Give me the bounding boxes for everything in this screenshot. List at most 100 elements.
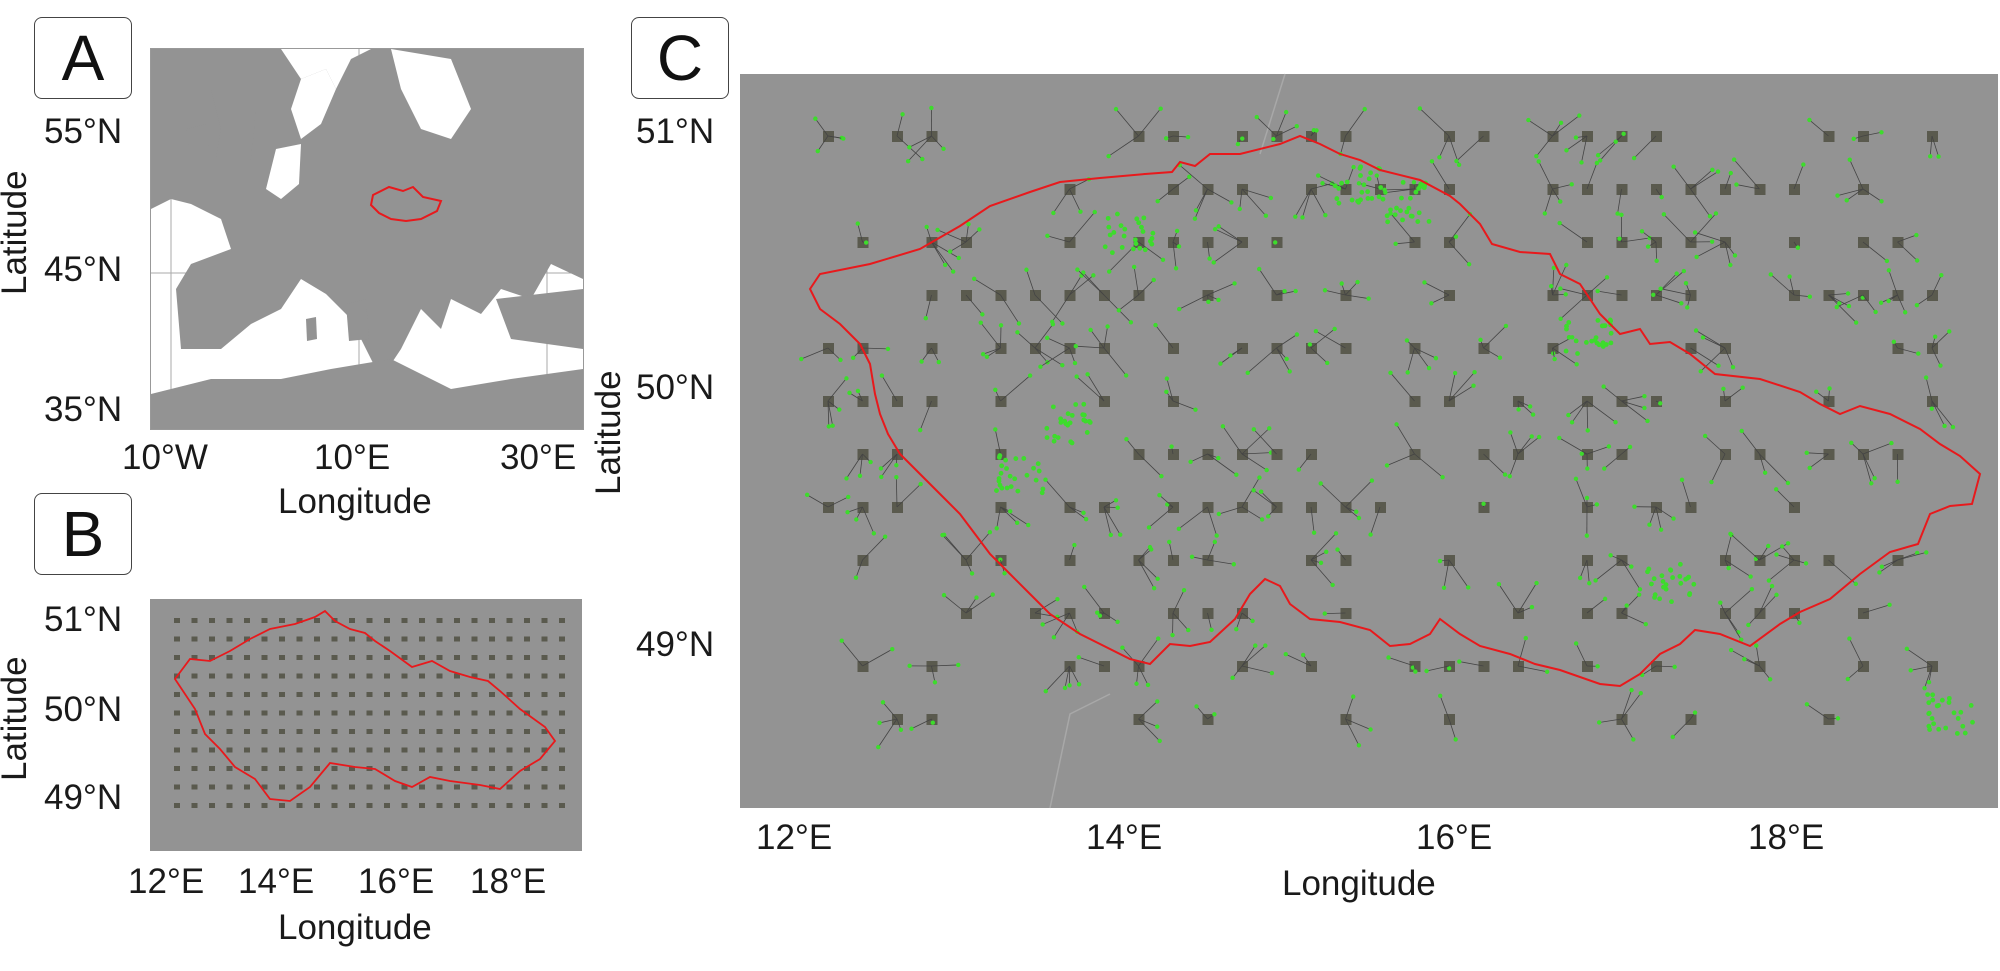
station-link [931,241,959,259]
station-link [1345,506,1360,519]
station-link [1586,400,1589,431]
station-point [1785,541,1791,546]
station-point [1873,309,1878,315]
grid-point [524,655,530,660]
station-link [1448,718,1457,740]
grid-point [191,747,198,753]
panel-a-ytick-35: 35°N [44,390,123,429]
station-point [837,407,842,412]
station-point [1652,592,1658,598]
station-link [1172,590,1185,614]
grid-point [191,710,198,716]
station-link [1690,171,1719,190]
station-point [1015,330,1020,335]
grid-point [436,618,443,623]
station-link [1655,273,1677,296]
panel-a-map [150,48,584,430]
station-point [1084,430,1090,435]
grid-point [1202,237,1214,248]
grid-point [857,237,869,248]
grid-point [384,636,390,642]
grid-point [454,803,460,808]
station-point [1075,267,1080,272]
grid-point [331,692,338,697]
grid-point [436,747,443,753]
grid-point [366,655,373,660]
station-link [1759,453,1766,473]
station-point [1924,550,1929,555]
station-point [1334,196,1340,201]
station-point [1264,467,1269,473]
station-point [1544,669,1550,674]
station-point [1639,229,1645,234]
station-point [1606,444,1612,449]
station-point [1385,219,1391,225]
station-point [1185,134,1191,140]
station-point [1332,326,1337,332]
grid-point [1823,396,1835,407]
grid-point [401,673,408,679]
station-link [1483,347,1501,359]
station-link [1302,188,1312,218]
station-point [1250,618,1255,624]
station-point [1156,636,1161,641]
station-point [1186,627,1191,633]
station-point [1678,580,1684,586]
grid-point [366,747,373,753]
station-link [1138,546,1151,561]
station-point [1159,474,1164,479]
panel-c-map [740,73,1998,809]
station-point [1748,574,1753,579]
grid-point [436,803,443,808]
grid-point [541,636,548,642]
station-point [1081,270,1086,275]
station-point [1142,247,1148,253]
station-point [1097,613,1103,618]
station-point [1668,567,1673,573]
station-link [1690,213,1717,243]
station-point [1604,275,1610,280]
station-point [1365,189,1371,195]
station-link [1276,347,1291,372]
station-link [1045,665,1070,692]
station-link [827,400,840,410]
station-point [1934,703,1940,709]
station-link [1069,506,1084,514]
station-link [1828,294,1840,304]
station-point [1557,435,1562,441]
station-link [1711,453,1726,483]
station-link [1806,703,1829,720]
grid-point [244,618,250,623]
grid-point [349,710,355,716]
station-point [1767,677,1773,682]
station-point [1608,553,1613,558]
grid-point [314,803,320,808]
grid-point [1444,184,1455,195]
station-point [998,323,1004,328]
station-point [1163,136,1169,141]
grid-point [1582,184,1593,195]
station-link [1386,453,1415,466]
station-point [1886,268,1892,273]
station-link [827,135,844,139]
grid-point [506,710,513,716]
station-point [1157,493,1162,498]
station-point [1709,479,1714,485]
station-link [1849,638,1864,667]
station-point [1322,611,1327,616]
grid-point [506,618,513,623]
station-link [1690,188,1711,217]
station-point [1446,666,1452,671]
station-point [1631,155,1637,161]
grid-point [226,729,233,734]
station-link [1510,432,1519,455]
grid-point [244,803,250,808]
station-point [898,727,904,732]
station-point [1426,365,1432,371]
station-link [1655,294,1682,304]
station-link [1285,653,1312,667]
station-point [1804,450,1809,456]
station-link [1241,645,1256,667]
station-point [1624,603,1629,608]
station-link [1724,559,1751,577]
